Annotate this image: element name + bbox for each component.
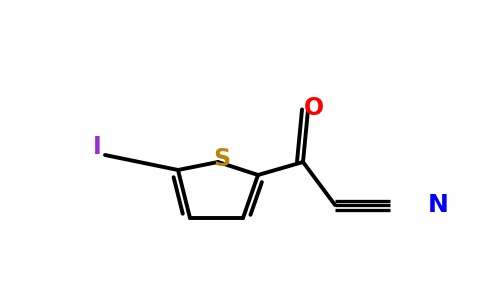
Text: N: N — [427, 193, 449, 217]
Text: S: S — [213, 147, 230, 171]
Text: O: O — [304, 96, 324, 120]
Text: I: I — [92, 135, 101, 159]
